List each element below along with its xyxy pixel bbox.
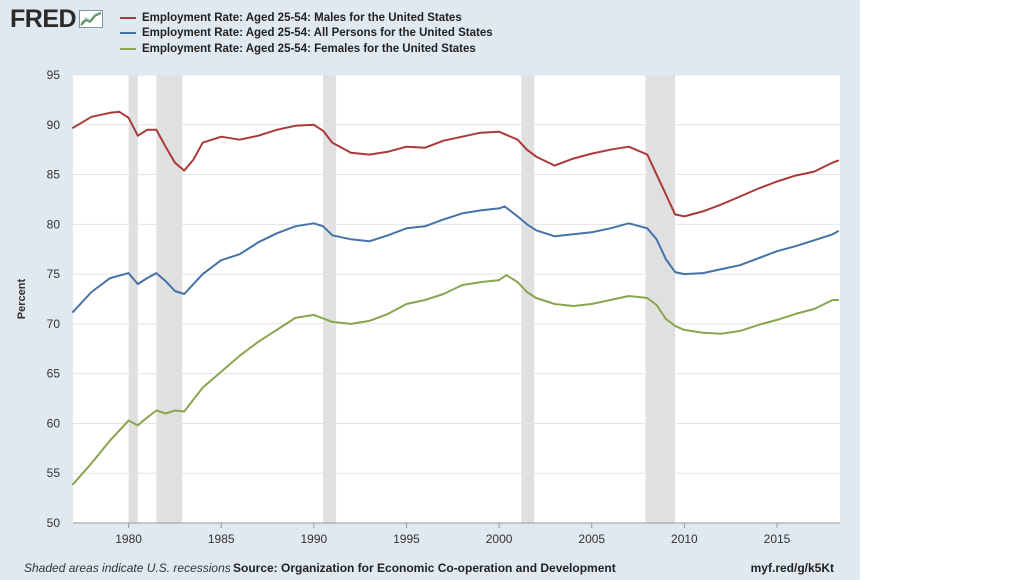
y-tick-label-55: 55	[47, 466, 61, 480]
y-tick-label-90: 90	[47, 118, 61, 132]
legend-label-males: Employment Rate: Aged 25-54: Males for t…	[142, 11, 462, 24]
x-tick-label-2015: 2015	[764, 532, 791, 546]
y-tick-label-80: 80	[47, 217, 61, 231]
y-tick-label-50: 50	[47, 516, 61, 530]
y-tick-label-70: 70	[47, 317, 61, 331]
short-url-link[interactable]: myf.red/g/k5Kt	[750, 561, 834, 575]
series-line-females[interactable]	[72, 274, 840, 486]
legend-swatch-males	[120, 16, 136, 19]
legend-entry-males[interactable]: Employment Rate: Aged 25-54: Males for t…	[120, 10, 493, 26]
recession-note: Shaded areas indicate U.S. recessions	[24, 561, 231, 575]
x-tick-label-2010: 2010	[671, 532, 698, 546]
x-tick-label-2005: 2005	[578, 532, 605, 546]
legend-swatch-all-persons	[120, 32, 136, 35]
x-tick-label-1980: 1980	[115, 532, 142, 546]
chart-legend: Employment Rate: Aged 25-54: Males for t…	[120, 10, 493, 57]
legend-label-females: Employment Rate: Aged 25-54: Females for…	[142, 42, 476, 55]
x-tick-label-1995: 1995	[393, 532, 420, 546]
recession-band-3	[521, 75, 535, 523]
y-tick-label-75: 75	[47, 267, 61, 281]
legend-label-all-persons: Employment Rate: Aged 25-54: All Persons…	[142, 27, 493, 40]
legend-swatch-females	[120, 47, 136, 50]
y-tick-label-85: 85	[47, 168, 61, 182]
plot-area	[73, 75, 840, 523]
y-tick-label-60: 60	[47, 416, 61, 430]
x-tick-label-1985: 1985	[208, 532, 235, 546]
recession-band-1	[156, 75, 183, 523]
chart-footer: Shaded areas indicate U.S. recessions So…	[0, 561, 860, 577]
chart-frame: FRED Employment Rate: Aged 25-54: Males …	[0, 0, 860, 580]
y-tick-label-95: 95	[47, 68, 61, 82]
y-axis-label: Percent	[16, 278, 28, 319]
fred-logo[interactable]: FRED	[10, 5, 104, 33]
fred-chart-icon	[79, 10, 104, 28]
recession-band-4	[645, 75, 676, 523]
line-chart: 50 55 60 65 70 75 80 85 90 95 1980 1985 1990 1995 2000…	[16, 68, 840, 546]
x-tick-label-2000: 2000	[486, 532, 513, 546]
legend-entry-females[interactable]: Employment Rate: Aged 25-54: Females for…	[120, 41, 493, 57]
series-line-males[interactable]	[72, 110, 840, 218]
legend-entry-all-persons[interactable]: Employment Rate: Aged 25-54: All Persons…	[120, 26, 493, 42]
series-line-all-persons[interactable]	[72, 205, 840, 313]
recession-band-0	[128, 75, 138, 523]
source-text: Source: Organization for Economic Co-ope…	[233, 561, 616, 575]
logo-text: FRED	[10, 5, 77, 33]
y-tick-label-65: 65	[47, 367, 61, 381]
x-tick-label-1990: 1990	[300, 532, 327, 546]
recession-band-2	[323, 75, 337, 523]
